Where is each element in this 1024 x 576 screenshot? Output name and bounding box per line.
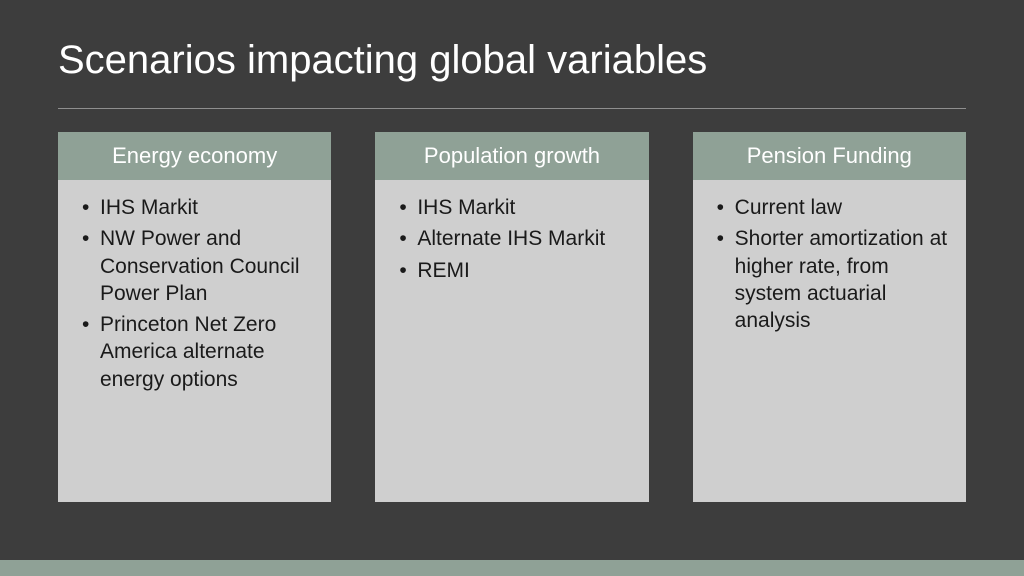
slide-title: Scenarios impacting global variables [58,38,707,83]
card-pension-funding: Pension Funding Current law Shorter amor… [693,132,966,502]
card-body: Current law Shorter amortization at high… [693,180,966,502]
list-item: IHS Markit [395,194,634,221]
list-item: Current law [713,194,952,221]
list-item: IHS Markit [78,194,317,221]
card-energy-economy: Energy economy IHS Markit NW Power and C… [58,132,331,502]
list-item: NW Power and Conservation Council Power … [78,225,317,307]
list-item: REMI [395,257,634,284]
list-item: Alternate IHS Markit [395,225,634,252]
cards-container: Energy economy IHS Markit NW Power and C… [58,132,966,502]
card-header: Energy economy [58,132,331,180]
card-body: IHS Markit NW Power and Conservation Cou… [58,180,331,502]
card-header: Pension Funding [693,132,966,180]
card-body: IHS Markit Alternate IHS Markit REMI [375,180,648,502]
card-population-growth: Population growth IHS Markit Alternate I… [375,132,648,502]
list-item: Princeton Net Zero America alternate ene… [78,311,317,393]
footer-bar [0,560,1024,576]
slide: Scenarios impacting global variables Ene… [0,0,1024,576]
card-header: Population growth [375,132,648,180]
title-divider [58,108,966,109]
list-item: Shorter amortization at higher rate, fro… [713,225,952,334]
